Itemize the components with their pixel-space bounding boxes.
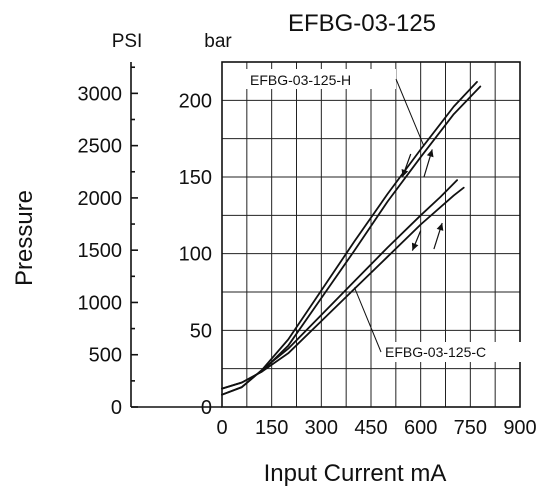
- plot-frame: [221, 61, 521, 408]
- arrow-c-decreasing: [411, 230, 422, 251]
- callout-c-leader: [353, 287, 382, 353]
- psi-tick-label: 1500: [78, 240, 123, 262]
- callout-h-box: [246, 69, 396, 89]
- callout-h-label: EFBG-03-125-H: [250, 72, 351, 88]
- arrow-head: [401, 169, 409, 177]
- bar-tick-label: 150: [179, 167, 212, 189]
- x-tick-label: 300: [305, 417, 338, 439]
- callouts: EFBG-03-125-H EFBG-03-125-C: [246, 69, 531, 362]
- curve-c-lower: [221, 179, 458, 396]
- callout-h-leader: [395, 78, 425, 147]
- psi-tick-label: 0: [111, 397, 122, 419]
- x-tick-label: 750: [454, 417, 487, 439]
- arrow-c-increasing: [433, 222, 444, 250]
- axes: [130, 61, 521, 408]
- callout-c-label: EFBG-03-125-C: [385, 344, 486, 360]
- curves: [221, 81, 482, 396]
- curve-c-upper: [221, 186, 465, 390]
- psi-unit-label: PSI: [112, 31, 143, 52]
- direction-arrows: [401, 149, 444, 251]
- arrow-head: [426, 149, 434, 158]
- bar-tick-label: 200: [179, 90, 212, 112]
- psi-tick-label: 3000: [78, 83, 123, 105]
- x-tick-label: 150: [255, 417, 288, 439]
- psi-tick-label: 1000: [78, 292, 123, 314]
- callout-c-box: [381, 342, 531, 362]
- bar-tick-label: 0: [201, 397, 212, 419]
- x-tick-label: 900: [503, 417, 536, 439]
- x-tick-label: 450: [354, 417, 387, 439]
- psi-tick-label: 500: [89, 345, 122, 367]
- arrow-h-decreasing: [401, 153, 412, 178]
- psi-tick-label: 2000: [78, 188, 123, 210]
- x-tick-label: 600: [404, 417, 437, 439]
- arrow-h-increasing: [423, 149, 434, 178]
- psi-tick-label: 2500: [78, 136, 123, 158]
- bar-unit-label: bar: [204, 31, 232, 52]
- y-axis-label: Pressure: [11, 190, 38, 286]
- x-tick-label: 0: [216, 417, 227, 439]
- x-axis-label: Input Current mA: [264, 460, 447, 487]
- arrow-head: [436, 223, 444, 231]
- chart-title: EFBG-03-125: [288, 10, 436, 37]
- arrow-head: [411, 242, 419, 251]
- bar-tick-label: 50: [190, 320, 212, 342]
- bar-tick-label: 100: [179, 244, 212, 266]
- tick-labels: 0 150 300 450 600 750 900050100150200050010001…: [78, 83, 537, 439]
